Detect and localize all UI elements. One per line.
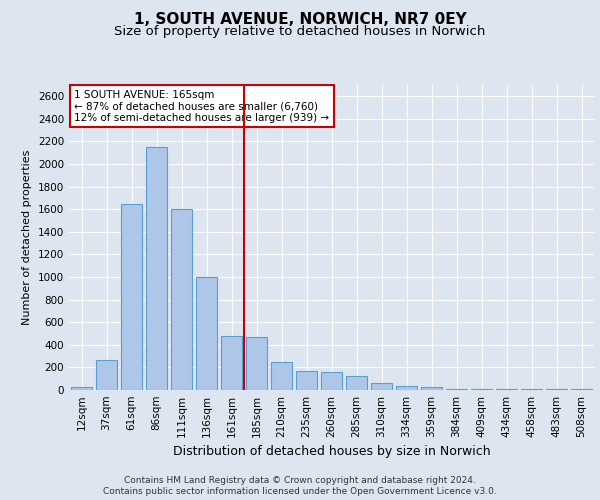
- Bar: [221, 336, 242, 390]
- Text: Size of property relative to detached houses in Norwich: Size of property relative to detached ho…: [115, 25, 485, 38]
- Bar: [146, 147, 167, 390]
- Bar: [371, 383, 392, 390]
- Text: Contains HM Land Registry data © Crown copyright and database right 2024.: Contains HM Land Registry data © Crown c…: [124, 476, 476, 485]
- Bar: [96, 360, 117, 390]
- Text: 1, SOUTH AVENUE, NORWICH, NR7 0EY: 1, SOUTH AVENUE, NORWICH, NR7 0EY: [134, 12, 466, 28]
- X-axis label: Distribution of detached houses by size in Norwich: Distribution of detached houses by size …: [173, 446, 490, 458]
- Bar: [346, 376, 367, 390]
- Y-axis label: Number of detached properties: Number of detached properties: [22, 150, 32, 325]
- Bar: [421, 386, 442, 390]
- Text: Contains public sector information licensed under the Open Government Licence v3: Contains public sector information licen…: [103, 487, 497, 496]
- Bar: [446, 389, 467, 390]
- Bar: [71, 387, 92, 390]
- Bar: [321, 372, 342, 390]
- Bar: [121, 204, 142, 390]
- Bar: [171, 210, 192, 390]
- Bar: [246, 337, 267, 390]
- Bar: [496, 389, 517, 390]
- Bar: [196, 277, 217, 390]
- Bar: [271, 362, 292, 390]
- Text: 1 SOUTH AVENUE: 165sqm
← 87% of detached houses are smaller (6,760)
12% of semi-: 1 SOUTH AVENUE: 165sqm ← 87% of detached…: [74, 90, 329, 123]
- Bar: [396, 386, 417, 390]
- Bar: [296, 371, 317, 390]
